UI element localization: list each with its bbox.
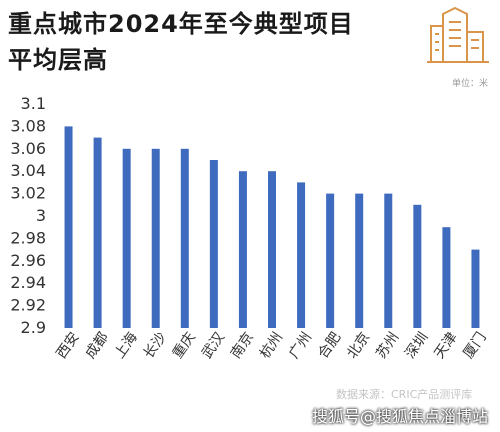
- x-tick-label: 长沙: [141, 330, 170, 362]
- chart-title-line1: 重点城市2024年至今典型项目: [8, 10, 354, 38]
- x-tick-label: 深圳: [402, 330, 431, 362]
- y-tick-label: 2.9: [21, 318, 46, 337]
- chart-title-line2: 平均层高: [8, 46, 108, 74]
- x-tick-label: 南京: [228, 330, 257, 362]
- bar-10: [355, 193, 364, 328]
- bar-11: [384, 193, 393, 328]
- bar-2: [122, 148, 131, 328]
- x-tick-label: 厦门: [460, 330, 489, 362]
- y-tick-label: 2.96: [10, 251, 46, 270]
- x-tick-label: 武汉: [199, 330, 228, 362]
- unit-label: 单位：米: [451, 79, 488, 89]
- x-tick-label: 重庆: [170, 330, 199, 362]
- y-tick-label: 3.08: [10, 116, 46, 135]
- x-tick-label: 合肥: [315, 330, 344, 362]
- y-tick-label: 3: [36, 206, 46, 225]
- y-tick-label: 3.1: [21, 94, 46, 113]
- x-tick-label: 广州: [286, 330, 315, 362]
- x-tick-label: 杭州: [257, 330, 286, 362]
- bar-14: [471, 249, 480, 328]
- x-tick-label: 苏州: [373, 330, 402, 362]
- bar-1: [93, 137, 102, 328]
- y-tick-label: 3.04: [10, 161, 46, 180]
- y-tick-label: 3.06: [10, 139, 46, 158]
- data-source-note: 数据来源：CRIC产品测评库: [336, 388, 473, 401]
- bar-8: [297, 182, 306, 328]
- building-icon: [427, 6, 489, 63]
- bar-13: [442, 227, 451, 328]
- bar-4: [180, 148, 189, 328]
- bar-7: [268, 171, 276, 328]
- bar-5: [209, 160, 218, 328]
- y-tick-label: 2.92: [10, 296, 46, 315]
- x-tick-label: 西安: [54, 330, 83, 362]
- x-axis: 西安 成都 上海 长沙 重庆 武汉 南京 杭州 广州 合肥 北京 苏州 深圳 天津 厦门: [54, 330, 490, 362]
- y-axis: 3.1 3.08 3.06 3.04 3.02 3 2.98 2.96 2.94 2.92 2.9: [10, 94, 46, 337]
- bar-series: [64, 126, 480, 329]
- x-tick-label: 北京: [344, 330, 373, 362]
- bar-12: [413, 204, 422, 328]
- bar-3: [151, 148, 160, 328]
- x-tick-label: 天津: [431, 330, 460, 362]
- y-tick-label: 2.98: [10, 228, 46, 247]
- y-tick-label: 3.02: [10, 184, 46, 203]
- x-tick-label: 上海: [112, 330, 141, 362]
- watermark-text: 搜狐号@搜狐焦点淄博站: [312, 407, 489, 426]
- bar-6: [238, 171, 247, 328]
- bar-0: [64, 126, 73, 329]
- y-tick-label: 2.94: [10, 273, 46, 292]
- x-tick-label: 成都: [83, 330, 112, 362]
- bar-9: [326, 193, 335, 328]
